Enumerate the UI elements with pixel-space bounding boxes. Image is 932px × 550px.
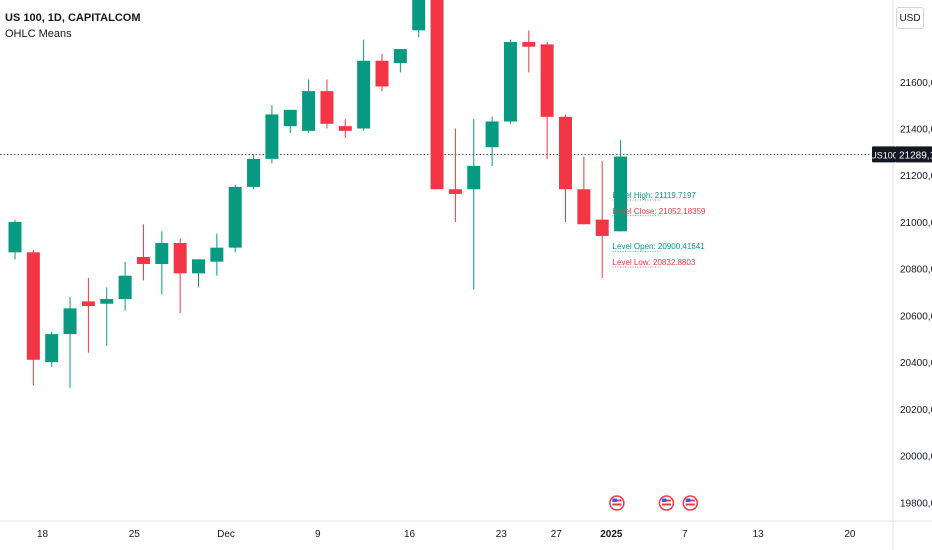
x-tick-label: 27 [551, 529, 563, 540]
candle-body[interactable] [503, 42, 517, 122]
x-tick-label: 13 [753, 529, 765, 540]
candle-body[interactable] [448, 189, 462, 194]
us-flag-event-icon[interactable] [609, 495, 625, 511]
currency-button[interactable]: USD [896, 7, 924, 29]
candle-body[interactable] [63, 308, 77, 335]
y-tick-label: 20400,0 [900, 358, 932, 369]
x-tick-label: 23 [496, 529, 508, 540]
candle-body[interactable] [8, 221, 22, 253]
candle-body[interactable] [247, 158, 261, 187]
candle-body[interactable] [467, 165, 481, 190]
y-tick-label: 21000,0 [900, 218, 932, 229]
candle-body[interactable] [228, 186, 242, 248]
symbol-tag: US100 [870, 150, 898, 160]
level-label: Level Low: 20832.8803 [613, 258, 696, 267]
candle-body[interactable] [173, 242, 187, 274]
chart-legend: US 100, 1D, CAPITALCOM OHLC Means [5, 10, 141, 42]
flag-stripe [685, 503, 695, 506]
candle-body[interactable] [100, 299, 114, 304]
candle-body[interactable] [283, 109, 297, 127]
y-tick-label: 20200,0 [900, 405, 932, 416]
y-tick-label: 21400,0 [900, 124, 932, 135]
level-label: Level High: 21119.7197 [613, 191, 697, 200]
candle-body[interactable] [155, 242, 169, 265]
flag-stripe [612, 503, 622, 506]
x-tick-label: 20 [844, 529, 856, 540]
x-tick-label: Dec [217, 529, 235, 540]
level-label: Level Close: 21052.18359 [613, 207, 707, 216]
candle-body[interactable] [118, 275, 132, 300]
flag-canton [661, 498, 667, 502]
flag-stripe [661, 503, 671, 506]
candle-body[interactable] [595, 219, 609, 236]
symbol-tag-bg [872, 146, 896, 163]
candle-body[interactable] [393, 49, 407, 64]
candle-body[interactable] [338, 126, 352, 131]
candle-body[interactable] [302, 91, 316, 131]
y-tick-label: 20000,0 [900, 452, 932, 463]
candle-body[interactable] [320, 91, 334, 124]
y-tick-label: 20600,0 [900, 311, 932, 322]
candle-body[interactable] [357, 60, 371, 129]
last-price-value: 21289,1 [899, 150, 932, 161]
candle-body[interactable] [265, 114, 279, 159]
candle-body[interactable] [522, 42, 536, 47]
candle-body[interactable] [26, 252, 40, 360]
candle-body[interactable] [485, 121, 499, 148]
candle-body[interactable] [412, 0, 426, 31]
candle-body[interactable] [192, 259, 205, 274]
x-tick-label: 16 [404, 529, 416, 540]
candle-body[interactable] [577, 189, 591, 225]
y-tick-label: 19800,0 [900, 498, 932, 509]
y-tick-label: 21600,0 [900, 78, 932, 89]
us-flag-event-icon[interactable] [682, 495, 699, 511]
x-tick-label: 18 [37, 529, 49, 540]
x-tick-label: 25 [129, 529, 141, 540]
flag-canton [612, 498, 617, 502]
candle-body[interactable] [614, 156, 628, 232]
candle-body[interactable] [540, 44, 554, 117]
candle-body[interactable] [210, 247, 224, 262]
y-tick-label: 21200,0 [900, 171, 932, 182]
candle-body[interactable] [81, 301, 95, 307]
x-tick-label: 7 [682, 529, 688, 540]
candle-body[interactable] [430, 0, 444, 190]
symbol-title[interactable]: US 100, 1D, CAPITALCOM [5, 12, 141, 24]
candle-body[interactable] [45, 334, 59, 363]
candle-body[interactable] [375, 60, 389, 87]
last-price-tag-bg [896, 146, 932, 163]
candle-body[interactable] [559, 116, 572, 190]
x-tick-label: 9 [315, 529, 321, 540]
flag-canton [685, 498, 691, 502]
us-flag-event-icon[interactable] [658, 495, 675, 511]
indicator-title[interactable]: OHLC Means [5, 28, 72, 40]
candle-body[interactable] [136, 256, 150, 265]
x-tick-label: 2025 [600, 529, 623, 540]
y-tick-label: 20800,0 [900, 265, 932, 276]
level-label: Level Open: 20900.41641 [613, 242, 706, 251]
